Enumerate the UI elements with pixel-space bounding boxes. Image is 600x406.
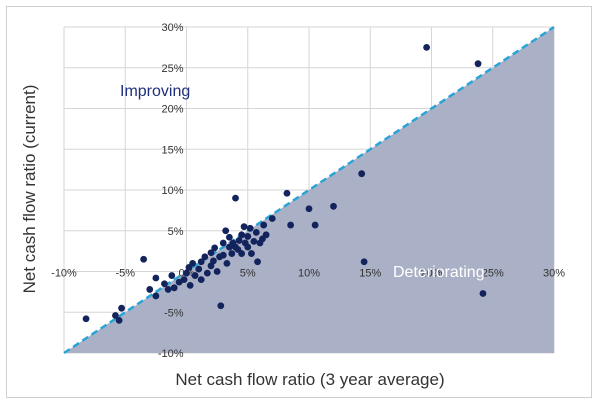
data-point [201, 253, 209, 261]
data-point [115, 317, 123, 324]
data-point [262, 231, 270, 239]
data-point [423, 43, 430, 51]
y-tick-label: 10% [161, 185, 183, 197]
data-point [197, 258, 205, 266]
data-point [140, 255, 148, 263]
data-point [152, 274, 160, 282]
data-point [474, 60, 482, 68]
data-point [479, 290, 487, 297]
x-tick-label: 30% [543, 268, 565, 280]
x-tick-label: -5% [115, 268, 135, 280]
data-point [240, 223, 248, 231]
data-point [222, 227, 230, 235]
data-point [228, 250, 236, 257]
data-point [254, 258, 261, 266]
y-tick-label: -5% [164, 307, 184, 319]
data-point [189, 259, 197, 267]
data-point [195, 265, 203, 273]
data-point [161, 280, 168, 288]
data-point [118, 304, 125, 312]
data-point [305, 205, 313, 213]
data-point [248, 250, 255, 257]
x-tick-label: 10% [298, 268, 320, 280]
x-axis-title: Net cash flow ratio (3 year average) [175, 370, 444, 389]
data-point [213, 268, 221, 275]
data-point [223, 259, 231, 267]
improving-label: Improving [120, 83, 190, 100]
y-tick-label: 15% [161, 144, 183, 156]
data-point [197, 276, 205, 284]
data-point [250, 237, 258, 245]
x-tick-label: 15% [359, 268, 381, 280]
data-point [180, 276, 188, 284]
data-point [164, 286, 172, 293]
data-point [211, 244, 219, 252]
data-point [210, 257, 217, 265]
data-point [330, 202, 337, 210]
y-axis-title: Net cash flow ratio (current) [20, 85, 39, 294]
x-tick-label: -10% [51, 268, 77, 280]
data-point [358, 170, 366, 178]
data-point [238, 250, 246, 257]
data-point [146, 286, 154, 293]
data-point [219, 239, 227, 247]
data-point [183, 269, 190, 277]
data-point [244, 233, 252, 240]
data-point [238, 231, 246, 239]
y-tick-label: 20% [161, 104, 183, 116]
deteriorating-label: Deteriorating [393, 264, 485, 281]
data-point [168, 272, 176, 279]
y-tick-label: 25% [161, 63, 183, 75]
data-point [244, 243, 252, 251]
data-point [219, 251, 227, 259]
y-tick-label: -10% [158, 348, 184, 360]
data-point [260, 221, 268, 229]
x-tick-label: 20% [420, 268, 442, 280]
data-point [82, 315, 90, 323]
data-point [186, 281, 194, 289]
data-point [360, 258, 368, 266]
data-point [170, 284, 178, 292]
data-point [191, 272, 199, 279]
data-point [252, 228, 260, 236]
data-point [246, 224, 254, 232]
x-tick-label: 25% [482, 268, 504, 280]
data-point [268, 215, 276, 222]
data-point [235, 237, 243, 244]
y-tick-label: 5% [168, 226, 184, 238]
data-point [217, 302, 225, 310]
data-point [152, 292, 160, 300]
data-point [112, 312, 119, 319]
data-point [232, 194, 239, 202]
scatter-chart: -10%-5%0%5%10%15%20%25%30%-10%-5%5%10%15… [20, 22, 565, 389]
x-tick-label: 5% [240, 268, 256, 280]
data-point [203, 269, 211, 277]
reference-diagonal-line [63, 25, 555, 355]
data-points [82, 43, 487, 324]
data-point [311, 221, 319, 229]
data-point [225, 233, 233, 241]
data-point [207, 249, 215, 257]
chart-frame: -10%-5%0%5%10%15%20%25%30%-10%-5%5%10%15… [6, 6, 592, 398]
data-point [287, 221, 295, 229]
y-tick-label: 30% [161, 22, 183, 34]
data-point [283, 189, 291, 197]
